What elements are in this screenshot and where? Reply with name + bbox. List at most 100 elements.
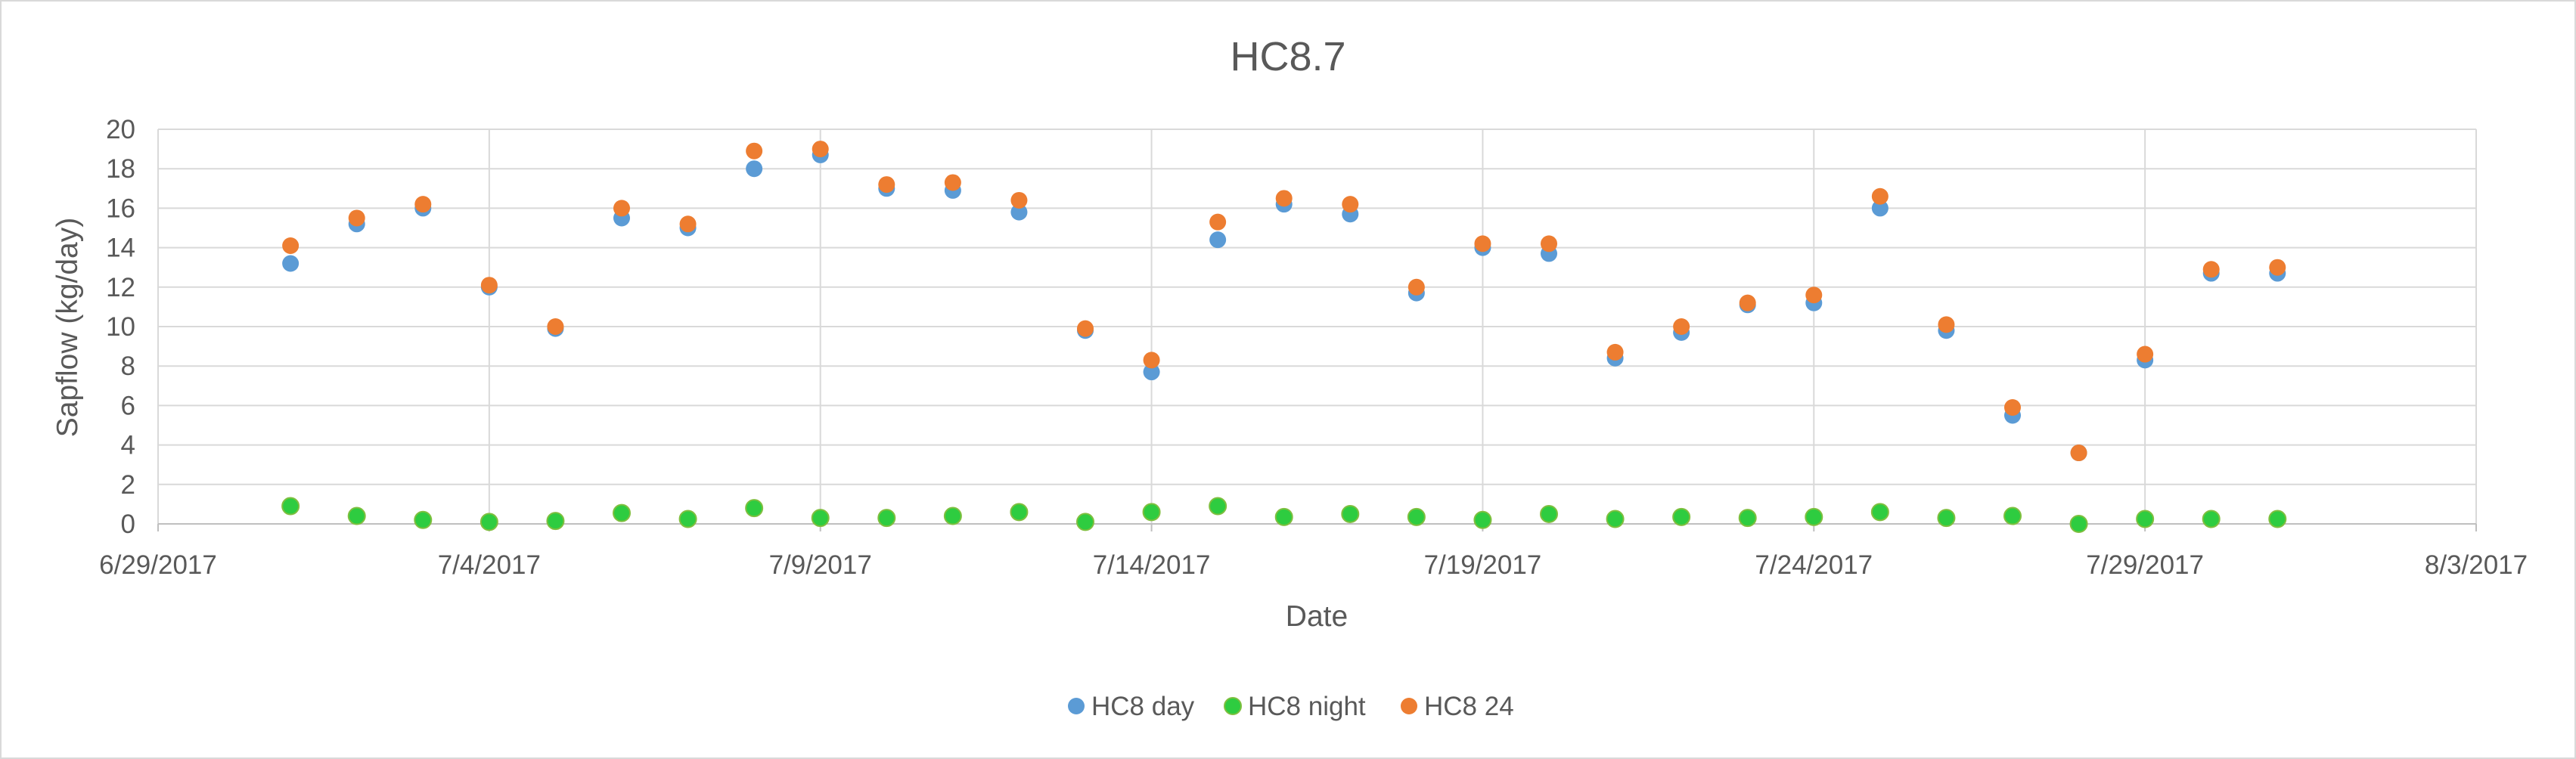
data-point <box>1274 507 1293 526</box>
y-tick-label: 18 <box>106 154 135 184</box>
data-point <box>1209 213 1227 231</box>
data-point <box>2004 399 2021 417</box>
data-point <box>1938 316 1955 333</box>
data-point <box>1010 191 1028 209</box>
y-tick-label: 12 <box>106 273 135 302</box>
data-point <box>2268 510 2287 528</box>
data-point <box>746 142 763 160</box>
data-point <box>1871 187 1889 205</box>
data-point <box>1937 509 1956 528</box>
data-point <box>1010 503 1029 522</box>
data-point <box>546 512 565 531</box>
data-point <box>1143 364 1160 381</box>
x-tick-label: 7/24/2017 <box>1755 550 1873 580</box>
y-axis-title: Sapflow (kg/day) <box>51 218 84 437</box>
data-point <box>1870 503 1889 522</box>
data-point <box>2070 445 2087 462</box>
data-point <box>1209 231 1227 249</box>
y-tick-label: 2 <box>121 470 135 500</box>
data-point <box>1076 513 1094 531</box>
data-point <box>613 200 630 217</box>
legend-label: HC8 24 <box>1424 692 1514 721</box>
data-point <box>2202 261 2220 278</box>
data-point <box>2137 345 2154 363</box>
data-point <box>812 141 829 158</box>
data-point <box>2269 259 2286 276</box>
data-point <box>745 499 764 518</box>
legend-marker <box>1068 698 1085 714</box>
data-point <box>282 255 299 272</box>
data-point <box>1143 352 1160 369</box>
data-point <box>1341 504 1360 523</box>
legend-marker <box>1401 698 1417 714</box>
data-point <box>1142 503 1161 522</box>
gridlines <box>157 129 2477 531</box>
y-tick-label: 0 <box>121 510 135 539</box>
y-tick-label: 16 <box>106 194 135 223</box>
data-point <box>480 513 498 531</box>
data-point <box>1407 278 1425 296</box>
data-point <box>878 176 895 194</box>
data-point <box>347 507 366 525</box>
y-tick-label: 20 <box>106 115 135 144</box>
x-tick-label: 7/9/2017 <box>769 550 872 580</box>
data-point <box>1010 203 1028 221</box>
data-point <box>1275 190 1293 207</box>
data-point <box>746 160 763 178</box>
data-point <box>1871 200 1889 217</box>
data-point <box>1606 510 1625 528</box>
data-point <box>1077 320 1094 337</box>
x-tick-label: 6/29/2017 <box>99 550 217 580</box>
data-point <box>1738 509 1757 528</box>
data-point <box>414 196 432 213</box>
series-hc8-24 <box>282 141 2286 462</box>
legend-label: HC8 night <box>1248 692 1366 721</box>
data-point <box>613 503 631 522</box>
data-point <box>1473 510 1492 529</box>
data-point <box>2003 507 2022 525</box>
data-point <box>2202 510 2221 528</box>
data-point <box>2136 510 2155 528</box>
data-point <box>1673 318 1690 335</box>
data-point <box>547 318 564 335</box>
data-points <box>281 141 2287 533</box>
y-tick-label: 10 <box>106 312 135 342</box>
data-point <box>811 509 830 528</box>
data-point <box>1805 507 1823 526</box>
y-tick-label: 14 <box>106 234 135 263</box>
legend: HC8 day HC8 night HC8 24 <box>1068 692 1514 721</box>
legend-label: HC8 day <box>1091 692 1195 721</box>
data-point <box>943 507 962 525</box>
data-point <box>1805 287 1823 304</box>
data-point <box>679 215 697 233</box>
data-point <box>1540 504 1558 523</box>
y-tick-label: 6 <box>121 391 135 420</box>
data-point <box>1541 235 1557 252</box>
series-hc8-night <box>281 497 2287 533</box>
x-tick-label: 7/19/2017 <box>1424 550 1542 580</box>
x-axis-ticks: 6/29/2017 7/4/2017 7/9/2017 7/14/2017 7/19/2… <box>99 550 2528 580</box>
data-point <box>1606 343 1624 361</box>
data-point <box>944 174 961 191</box>
data-point <box>877 509 896 528</box>
legend-marker <box>1224 697 1242 715</box>
y-tick-label: 8 <box>121 352 135 381</box>
data-point <box>348 209 365 227</box>
x-tick-label: 7/4/2017 <box>438 550 541 580</box>
x-axis-title: Date <box>1286 600 1348 633</box>
x-tick-label: 7/14/2017 <box>1093 550 1211 580</box>
chart-title: HC8.7 <box>1230 34 1345 79</box>
x-tick-label: 7/29/2017 <box>2086 550 2204 580</box>
data-point <box>282 237 299 254</box>
data-point <box>414 510 433 529</box>
data-point <box>1209 497 1227 516</box>
y-tick-label: 4 <box>121 431 135 460</box>
data-point <box>2069 515 2088 533</box>
data-point <box>480 277 498 294</box>
y-axis-ticks: 0 2 4 6 8 10 12 14 16 18 20 <box>106 115 135 539</box>
data-point <box>1407 507 1426 526</box>
data-point <box>1342 196 1359 213</box>
data-point <box>678 510 697 528</box>
